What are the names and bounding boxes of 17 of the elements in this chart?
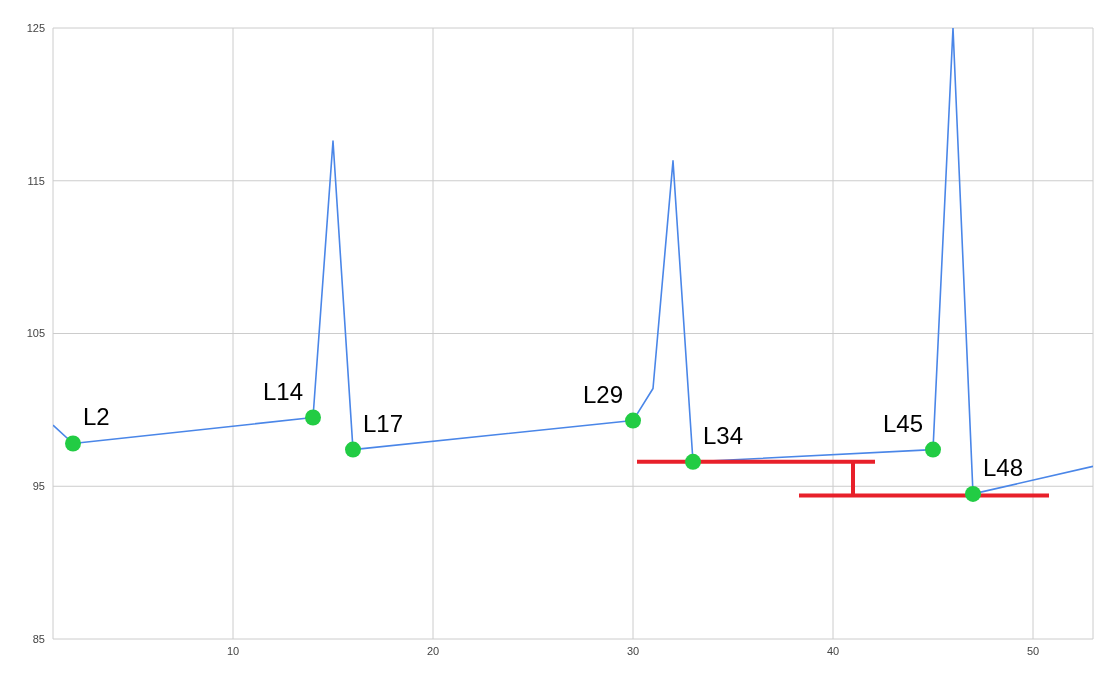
annotation: L34: [703, 421, 744, 449]
x-tick-label: 50: [1026, 644, 1040, 657]
annotation: L45: [882, 409, 923, 437]
annotation: L14: [262, 377, 303, 405]
annotation: L17: [363, 409, 404, 437]
y-tick-label: 105: [26, 327, 45, 340]
annotation: L48: [983, 453, 1024, 481]
y-tick-label: 85: [32, 632, 45, 645]
x-tick-label: 20: [426, 644, 440, 657]
annotation: L29: [582, 380, 623, 408]
annotation: L2: [83, 403, 110, 431]
y-tick-label: 95: [32, 480, 45, 493]
x-tick-label: 10: [226, 644, 240, 657]
x-tick-label: 30: [626, 644, 640, 657]
y-tick-label: 125: [26, 21, 45, 34]
y-tick-label: 115: [27, 174, 45, 187]
x-tick-label: 40: [826, 644, 840, 657]
